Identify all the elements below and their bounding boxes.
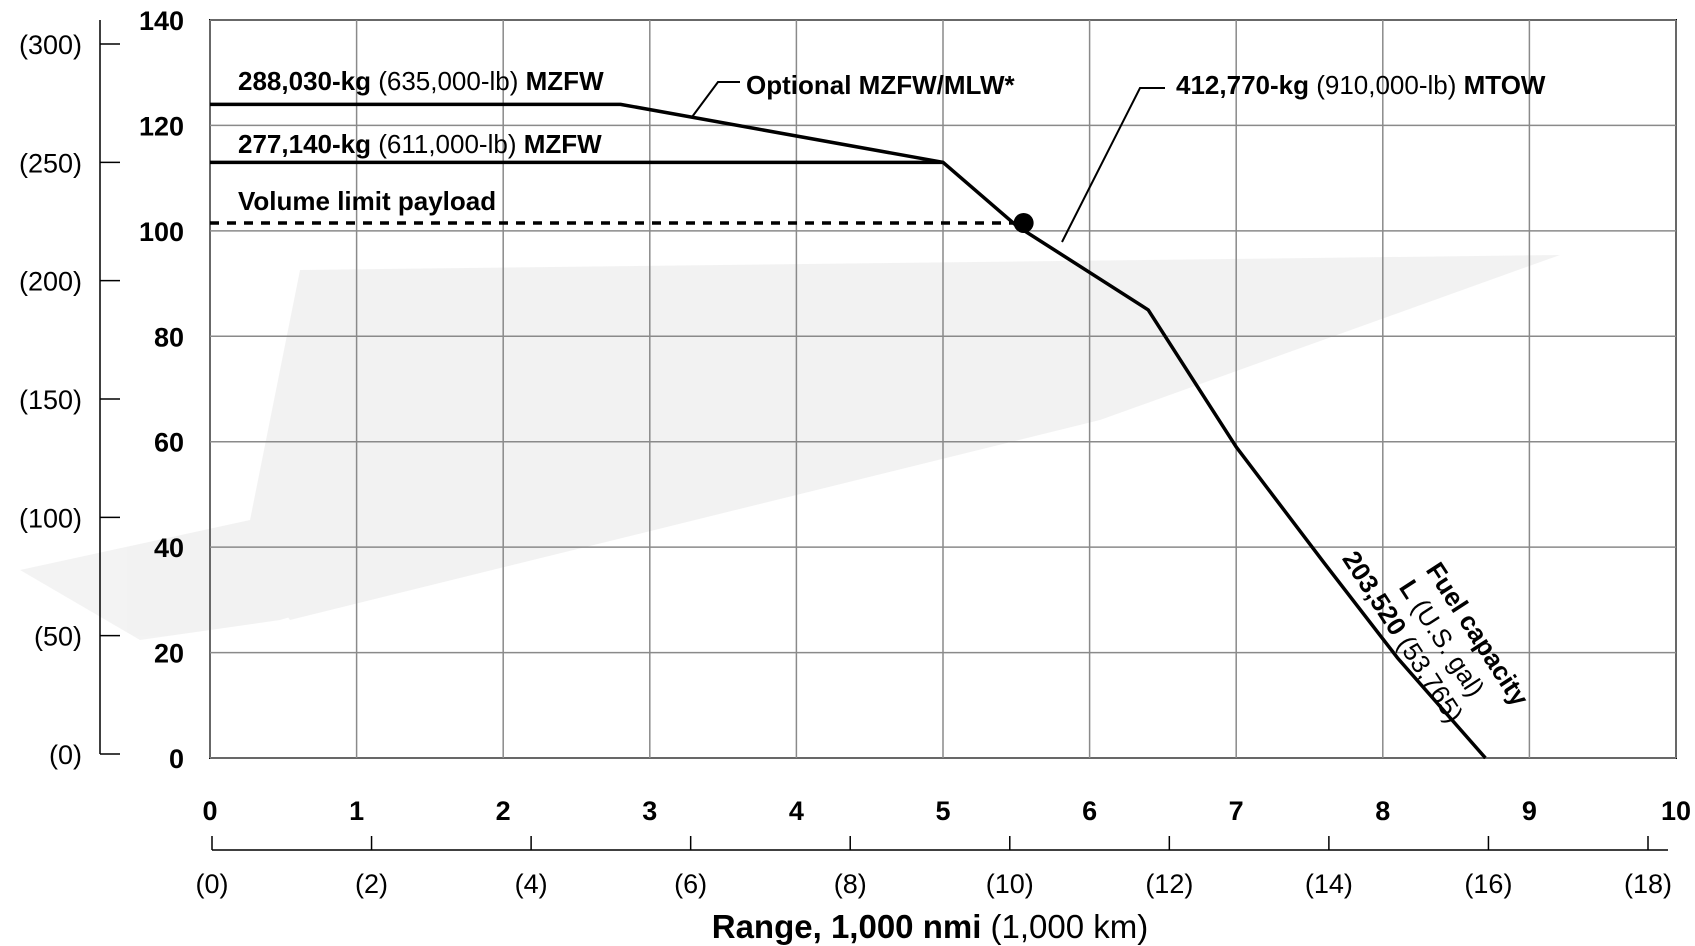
y-secondary-tick-label: (100) xyxy=(19,503,82,533)
y-secondary-tick-label: (200) xyxy=(19,267,82,297)
x-tick-label: 6 xyxy=(1082,796,1097,826)
y-tick-label: 0 xyxy=(169,744,184,774)
label-mzfw-277: 277,140-kg (611,000-lb) MZFW xyxy=(238,129,602,159)
x-secondary-tick-label: (0) xyxy=(196,869,229,899)
x-tick-label: 1 xyxy=(349,796,364,826)
x-primary-axis: 0 1 2 3 4 5 6 7 8 9 10 xyxy=(202,796,1691,826)
x-tick-label: 5 xyxy=(935,796,950,826)
x-axis-title: Range, 1,000 nmi (1,000 km) xyxy=(712,908,1149,945)
y-secondary-axis: (0) (50) (100) (150) (200) (250) (300) xyxy=(19,20,120,770)
y-tick-label: 120 xyxy=(139,111,184,141)
x-tick-label: 9 xyxy=(1522,796,1537,826)
y-secondary-tick-label: (150) xyxy=(19,385,82,415)
y-secondary-tick-label: (0) xyxy=(49,740,82,770)
x-secondary-axis: (0) (2) (4) (6) (8) (10) (12) (14) (16) (18) xyxy=(196,836,1672,899)
y-secondary-tick-label: (50) xyxy=(34,622,82,652)
x-tick-label: 0 xyxy=(202,796,217,826)
x-tick-label: 2 xyxy=(496,796,511,826)
x-tick-label: 7 xyxy=(1229,796,1244,826)
y-secondary-tick-label: (300) xyxy=(19,30,82,60)
x-tick-label: 10 xyxy=(1661,796,1691,826)
label-fuel-capacity: Fuel capacity L (U.S. gal) 203,520 (53,7… xyxy=(1336,545,1535,727)
x-secondary-tick-label: (16) xyxy=(1464,869,1512,899)
x-tick-label: 4 xyxy=(789,796,804,826)
x-secondary-tick-label: (14) xyxy=(1305,869,1353,899)
grid xyxy=(209,19,1677,759)
x-secondary-tick-label: (12) xyxy=(1145,869,1193,899)
leader-optional xyxy=(691,81,740,118)
series-layer xyxy=(210,102,1487,760)
label-volume-limit: Volume limit payload xyxy=(238,186,496,216)
x-tick-label: 3 xyxy=(642,796,657,826)
x-secondary-tick-label: (2) xyxy=(355,869,388,899)
y-tick-label: 60 xyxy=(154,428,184,458)
airplane-watermark xyxy=(20,255,1560,640)
y-tick-label: 20 xyxy=(154,639,184,669)
x-secondary-tick-label: (18) xyxy=(1624,869,1672,899)
y-tick-label: 80 xyxy=(154,322,184,352)
label-mtow: 412,770-kg (910,000-lb) MTOW xyxy=(1176,70,1546,100)
label-mzfw-288: 288,030-kg (635,000-lb) MZFW xyxy=(238,66,604,96)
mtow-marker-dot xyxy=(1013,212,1034,233)
y-secondary-tick-label: (250) xyxy=(19,148,82,178)
y-tick-label: 40 xyxy=(154,533,184,563)
leader-mtow xyxy=(1061,87,1165,243)
x-tick-label: 8 xyxy=(1375,796,1390,826)
x-secondary-tick-label: (6) xyxy=(674,869,707,899)
x-secondary-tick-label: (8) xyxy=(834,869,867,899)
y-tick-label: 140 xyxy=(139,6,184,36)
x-secondary-tick-label: (10) xyxy=(986,869,1034,899)
label-optional-mzfw-mlw: Optional MZFW/MLW* xyxy=(746,70,1015,100)
y-tick-label: 100 xyxy=(139,217,184,247)
y-primary-axis: 0 20 40 60 80 100 120 140 xyxy=(139,6,184,774)
series-line-1 xyxy=(210,102,1487,760)
x-secondary-tick-label: (4) xyxy=(515,869,548,899)
